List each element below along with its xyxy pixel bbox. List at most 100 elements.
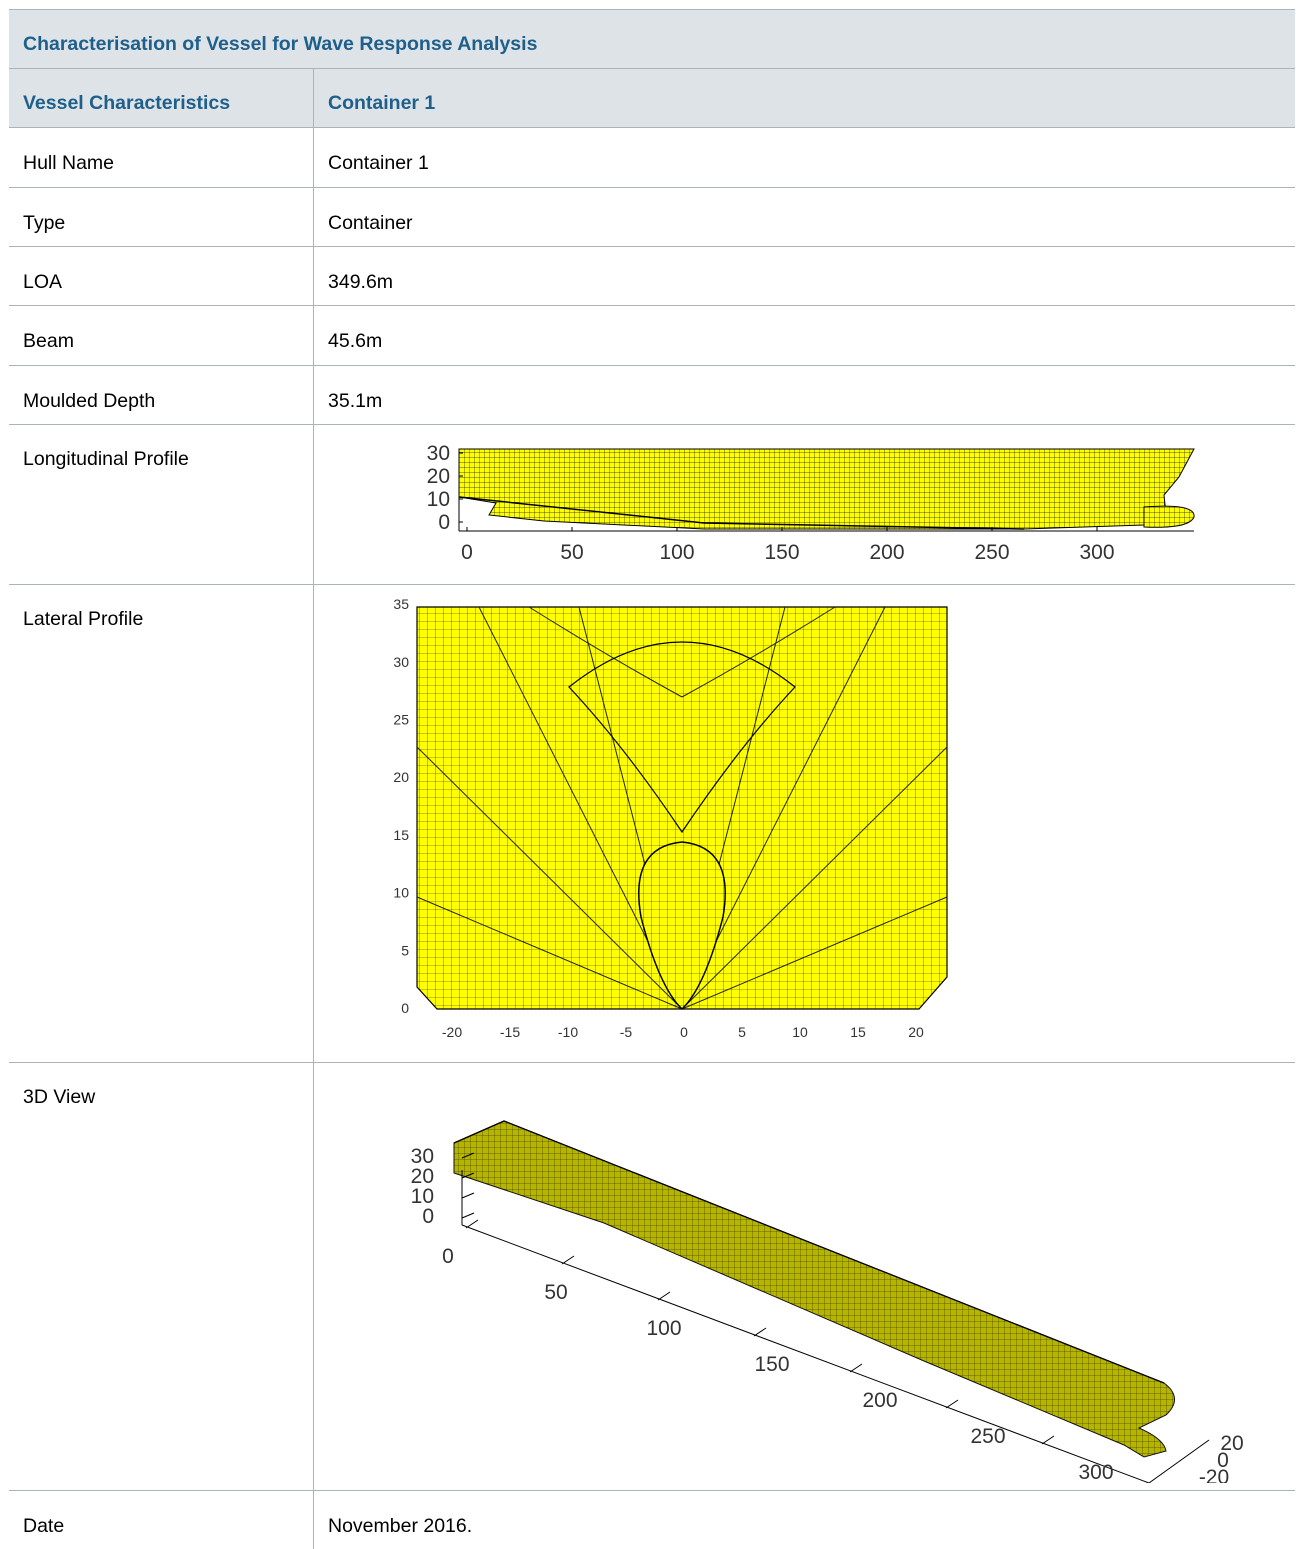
y-axis-ticks: 200-20 xyxy=(1199,1432,1244,1483)
row-longitudinal-profile: Longitudinal Profile 0 50 100 150 200 250 300 … xyxy=(9,425,1295,585)
3d-view-label: 3D View xyxy=(23,1086,96,1108)
tick-label: 150 xyxy=(754,1353,789,1376)
tick-label: 0 xyxy=(1217,1449,1229,1472)
tick-mark xyxy=(1041,1435,1055,1445)
cell-divider xyxy=(9,1491,314,1549)
tick-label: 30 xyxy=(427,442,450,465)
row-type: Type Container xyxy=(9,188,1295,247)
y-axis-ticks: 0 5 10 15 20 25 30 35 xyxy=(393,597,409,1016)
type-value: Container xyxy=(328,212,413,234)
tick-label: 50 xyxy=(544,1281,567,1304)
row-loa: LOA 349.6m xyxy=(9,247,1295,306)
tick-label: 50 xyxy=(560,541,583,564)
tick-label: 10 xyxy=(792,1024,808,1040)
header-cell-divider xyxy=(9,69,314,127)
row-beam: Beam 45.6m xyxy=(9,306,1295,366)
tick-mark xyxy=(461,1152,475,1159)
beam-value: 45.6m xyxy=(328,330,383,352)
tick-label: 100 xyxy=(646,1317,681,1340)
tick-label: 10 xyxy=(393,885,409,901)
tick-label: 30 xyxy=(393,654,409,670)
tick-label: 0 xyxy=(438,511,450,534)
tick-label: 200 xyxy=(862,1389,897,1412)
hull-name-label: Hull Name xyxy=(23,152,115,174)
hull-name-value: Container 1 xyxy=(328,152,429,174)
cell-divider xyxy=(9,247,314,305)
table-title-row: Characterisation of Vessel for Wave Resp… xyxy=(9,10,1295,69)
tick-label: 20 xyxy=(393,769,409,785)
tick-label: 150 xyxy=(764,541,799,564)
cell-divider xyxy=(9,425,314,584)
tick-label: 250 xyxy=(970,1425,1005,1448)
moulded-depth-value: 35.1m xyxy=(328,390,383,412)
tick-label: -10 xyxy=(558,1024,578,1040)
tick-label: 35 xyxy=(393,597,409,612)
tick-label: 20 xyxy=(908,1024,924,1040)
row-date: Date November 2016. xyxy=(9,1491,1295,1549)
tick-mark xyxy=(461,1172,475,1179)
tick-label: -20 xyxy=(442,1024,462,1040)
tick-label: 15 xyxy=(393,827,409,843)
tick-label: 0 xyxy=(401,1000,409,1016)
row-3d-view: 3D View 0 50 100 150 200 250 300 0 10 20 30 20 0 -2… xyxy=(9,1063,1295,1491)
tick-label: 0 xyxy=(461,541,473,564)
hull-3d-mesh xyxy=(453,1120,1175,1458)
tick-label: -5 xyxy=(620,1024,633,1040)
x-axis-ticks: -20 -15 -10 -5 0 5 10 15 20 xyxy=(442,1024,924,1040)
header-col2-label: Container 1 xyxy=(328,92,436,114)
bulb-section-mesh xyxy=(638,841,726,1011)
date-value: November 2016. xyxy=(328,1515,473,1537)
table-title: Characterisation of Vessel for Wave Resp… xyxy=(23,33,538,55)
x-axis-ticks: 0 50 100 150 200 250 300 xyxy=(442,1219,1114,1483)
loa-value: 349.6m xyxy=(328,271,394,293)
tick-label: 30 xyxy=(411,1145,434,1168)
row-lateral-profile: Lateral Profile -20 -15 -10 -5 0 5 10 15 20 0 5 10… xyxy=(9,585,1295,1063)
beam-label: Beam xyxy=(23,330,74,352)
tick-label: 20 xyxy=(411,1165,434,1188)
tick-mark xyxy=(461,1212,475,1219)
tick-mark xyxy=(461,1192,475,1199)
row-moulded-depth: Moulded Depth 35.1m xyxy=(9,366,1295,425)
moulded-depth-label: Moulded Depth xyxy=(23,390,156,412)
cell-divider xyxy=(9,366,314,424)
tick-mark xyxy=(753,1327,767,1337)
tick-mark xyxy=(465,1219,479,1229)
cell-divider xyxy=(9,1063,314,1490)
lateral-profile-label: Lateral Profile xyxy=(23,608,144,630)
tick-label: 20 xyxy=(1220,1432,1243,1455)
longitudinal-profile-label: Longitudinal Profile xyxy=(23,448,189,470)
tick-mark xyxy=(849,1363,863,1373)
tick-label: 25 xyxy=(393,712,409,728)
tick-label: 250 xyxy=(974,541,1009,564)
tick-label: -20 xyxy=(1199,1466,1229,1483)
tick-label: 100 xyxy=(659,541,694,564)
tick-label: 5 xyxy=(401,942,409,958)
cell-divider xyxy=(9,188,314,246)
row-hull-name: Hull Name Container 1 xyxy=(9,128,1295,188)
tick-label: 15 xyxy=(850,1024,866,1040)
hull-3d-deck-edge xyxy=(453,1120,1165,1384)
tick-label: 0 xyxy=(422,1205,434,1228)
loa-label: LOA xyxy=(23,271,63,293)
hull-keel-line xyxy=(458,496,1025,530)
section-mesh xyxy=(416,606,948,1010)
cell-divider xyxy=(9,128,314,187)
tick-label: 5 xyxy=(738,1024,746,1040)
type-label: Type xyxy=(23,212,66,234)
tick-label: 10 xyxy=(411,1185,434,1208)
section-dome xyxy=(568,641,796,834)
tick-label: 300 xyxy=(1079,541,1114,564)
hull-side-mesh xyxy=(458,448,1195,530)
tick-label: 300 xyxy=(1078,1461,1113,1483)
tick-label: -15 xyxy=(500,1024,520,1040)
date-label: Date xyxy=(23,1515,65,1537)
table-header-row: Vessel Characteristics Container 1 xyxy=(9,69,1295,128)
tick-mark xyxy=(561,1255,575,1265)
tick-label: 0 xyxy=(680,1024,688,1040)
tick-label: 0 xyxy=(442,1245,454,1268)
hull-bow-bulb xyxy=(1143,505,1195,528)
